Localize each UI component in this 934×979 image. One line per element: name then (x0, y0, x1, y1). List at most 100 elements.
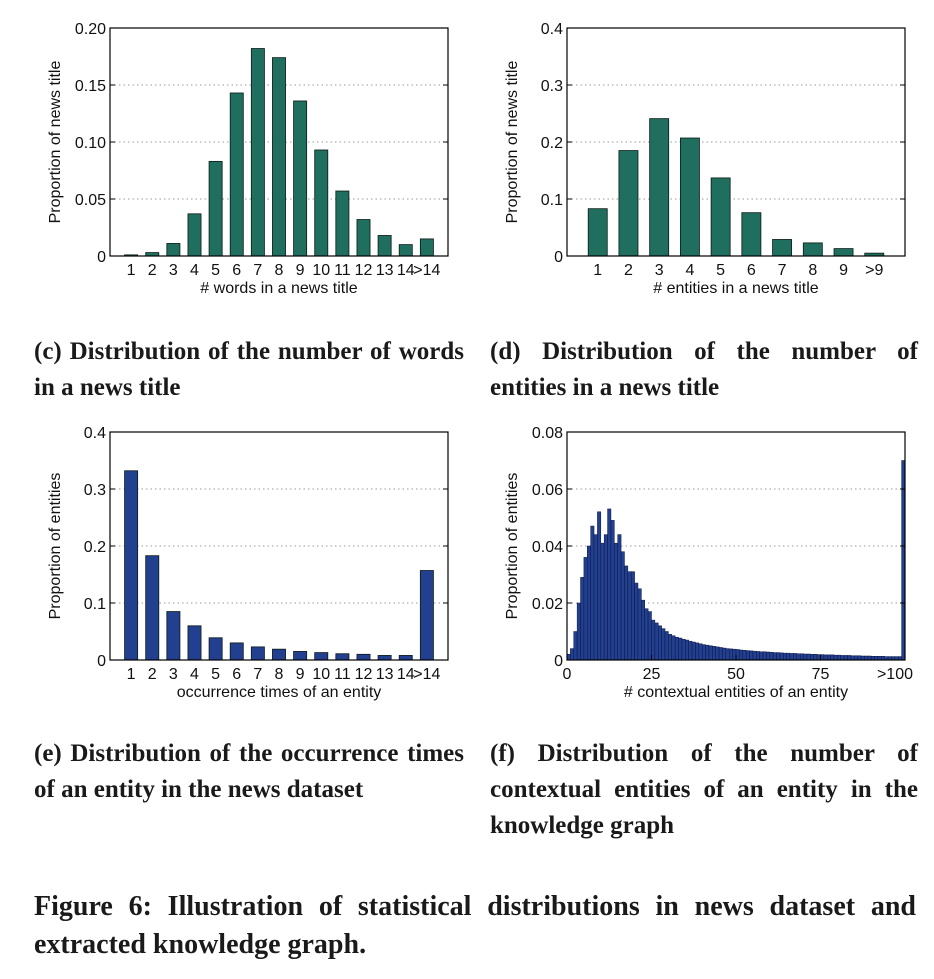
x-tick-label: 12 (355, 262, 373, 279)
bar (272, 648, 286, 661)
y-tick-label: 0.20 (75, 21, 106, 38)
bar (398, 244, 413, 257)
bar (813, 654, 818, 661)
bar (166, 611, 181, 661)
x-tick-label: 6 (232, 666, 241, 683)
bar (712, 646, 716, 661)
x-tick-label: 5 (716, 262, 725, 279)
bar (772, 239, 793, 257)
bar (618, 150, 639, 257)
x-tick-label: 2 (624, 262, 633, 279)
x-axis-label: # entities in a news title (653, 280, 819, 297)
bar (857, 655, 862, 661)
bar (658, 625, 662, 661)
bar (229, 92, 244, 257)
bar (314, 652, 329, 661)
bar (250, 646, 265, 661)
x-tick-label: 9 (296, 262, 305, 279)
bar (735, 649, 740, 661)
bar (587, 545, 591, 661)
bar (620, 551, 625, 661)
bar (583, 557, 588, 661)
bar (614, 542, 618, 661)
figure-caption: Figure 6: Illustration of statistical di… (34, 891, 916, 960)
bar (779, 652, 784, 661)
bar (739, 649, 744, 661)
x-tick-label: 14 (397, 262, 415, 279)
bar (124, 470, 139, 661)
x-tick-label: 8 (275, 262, 284, 279)
caption-f: (f) Distribution of the number of contex… (490, 740, 918, 839)
bar (145, 555, 160, 661)
x-tick-label: 7 (253, 666, 262, 683)
bar (377, 655, 392, 661)
y-tick-label: 0.1 (541, 192, 563, 209)
bar (769, 652, 774, 661)
bar (674, 636, 679, 661)
bar (843, 655, 848, 661)
bar (617, 534, 622, 661)
bar (624, 565, 629, 661)
x-tick-label: 13 (376, 262, 394, 279)
y-tick-label: 0 (97, 249, 106, 266)
bar (803, 653, 808, 661)
bar (590, 525, 595, 661)
bar (756, 651, 760, 661)
x-tick-label: 9 (839, 262, 848, 279)
x-tick-label: 4 (190, 666, 199, 683)
bar (786, 652, 791, 661)
y-tick-label: 0.06 (532, 482, 563, 499)
bar (356, 219, 371, 257)
chart-c: 1 2 3 4 5 6 7 8 9 10 11 12 13 14>1400.050.100.150.20#… (47, 21, 449, 297)
bar (796, 653, 801, 661)
x-axis-label: # words in a news title (200, 280, 358, 297)
x-tick-label: 2 (148, 666, 157, 683)
bar (776, 652, 781, 661)
bar (208, 637, 223, 661)
chart-f: 0 25 50 75 >100 0 0.02 0.04 0.06 0.08 # contextual… (504, 425, 913, 701)
bar (678, 637, 683, 661)
caption-c: (c) Distribution of the number of words … (34, 338, 464, 401)
y-axis-label: Proportion of news title (47, 61, 64, 224)
x-tick-label: 5 (211, 666, 220, 683)
x-tick-label: 4 (685, 262, 694, 279)
bar (570, 648, 575, 661)
x-tick-label: 3 (169, 262, 178, 279)
bar (837, 654, 842, 661)
bar (705, 644, 710, 661)
bar (793, 653, 798, 661)
x-tick-label: 2 (148, 262, 157, 279)
x-tick-label: 13 (376, 666, 394, 683)
bar (722, 647, 727, 661)
x-tick-label: 1 (127, 666, 136, 683)
bar (668, 634, 673, 661)
bar (651, 619, 656, 661)
x-tick-label: 14 (397, 666, 415, 683)
x-tick-label: 10 (312, 262, 330, 279)
x-tick-label: 1 (593, 262, 602, 279)
bar (789, 653, 794, 661)
bar (335, 653, 350, 661)
x-tick-label: 10 (312, 666, 330, 683)
bar (833, 654, 838, 661)
bar (745, 650, 750, 661)
y-tick-label: 0.4 (541, 21, 563, 38)
y-tick-label: 0.08 (532, 425, 563, 442)
bar (766, 651, 771, 661)
bar (749, 650, 754, 661)
y-tick-label: 0.02 (532, 596, 563, 613)
bar (593, 534, 598, 661)
x-axis-label: # contextual entities of an entity (624, 684, 848, 701)
y-tick-label: 0.3 (84, 482, 106, 499)
bar (715, 646, 720, 661)
y-tick-label: 0 (554, 653, 563, 670)
bar (644, 608, 649, 661)
bar (850, 655, 855, 661)
y-axis-label: Proportion of entities (504, 473, 521, 620)
y-tick-label: 0.3 (541, 78, 563, 95)
bar (695, 642, 700, 661)
bar (840, 655, 845, 661)
y-axis-label: Proportion of entities (47, 473, 64, 620)
bar (762, 651, 767, 661)
x-tick-label: 3 (169, 666, 178, 683)
